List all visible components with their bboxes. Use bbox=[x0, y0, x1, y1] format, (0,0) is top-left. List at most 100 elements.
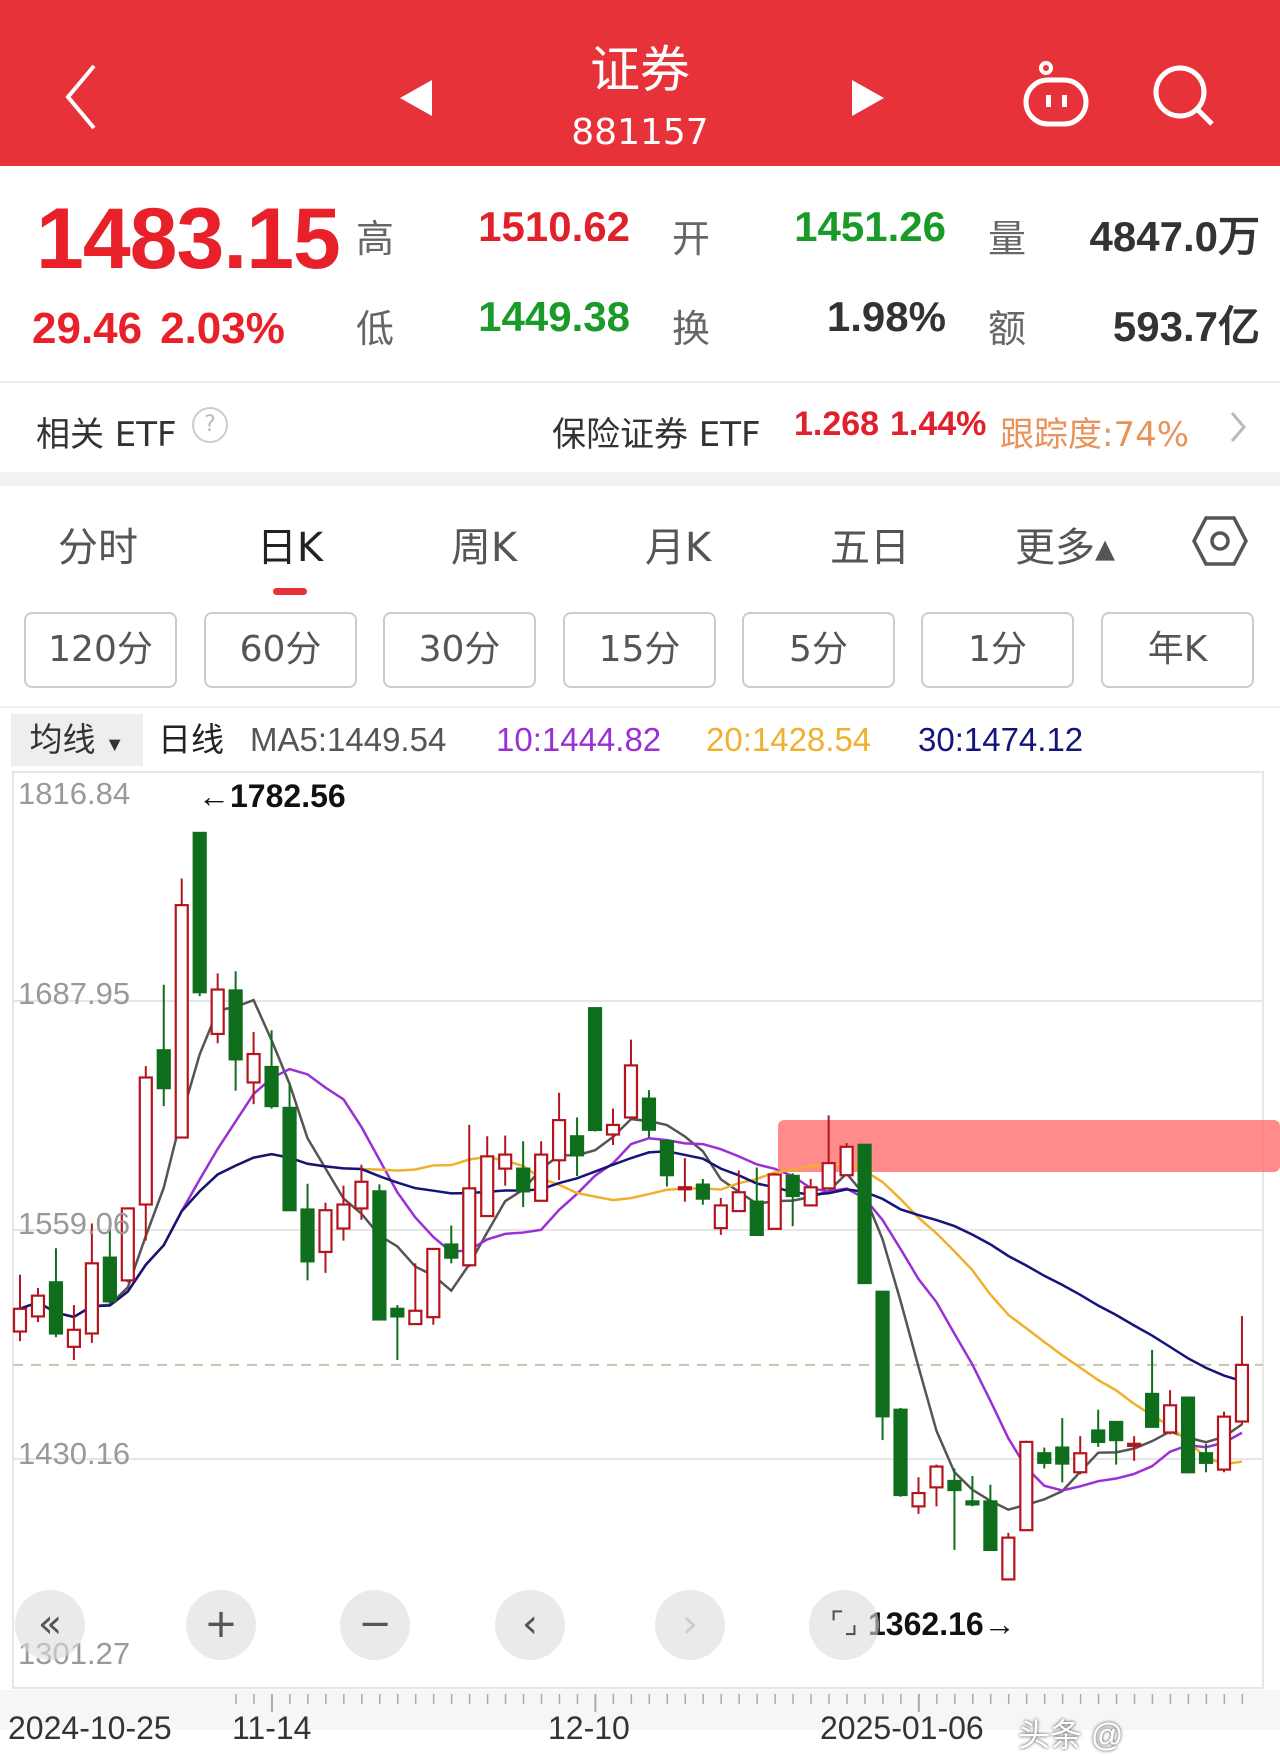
candle-body-up bbox=[821, 1162, 836, 1190]
highlight-band bbox=[778, 1120, 1280, 1172]
candle bbox=[1055, 1418, 1070, 1483]
candle-body-up bbox=[911, 1491, 926, 1508]
candle-body-up bbox=[623, 1064, 639, 1119]
interval-60min[interactable]: 60分 bbox=[204, 612, 357, 688]
period-label: 日线 bbox=[158, 721, 224, 758]
candle bbox=[30, 1288, 46, 1323]
tab-weekly-k[interactable]: 周K bbox=[450, 525, 518, 571]
candle bbox=[300, 1183, 315, 1281]
candle bbox=[623, 1039, 639, 1119]
interval-15min[interactable]: 15分 bbox=[563, 612, 716, 688]
tab-intraday[interactable]: 分时 bbox=[58, 525, 138, 571]
candle-body-down bbox=[659, 1139, 675, 1177]
zoom-in-button[interactable]: + bbox=[186, 1590, 256, 1660]
candle bbox=[228, 971, 243, 1091]
candle-body-up bbox=[803, 1186, 818, 1207]
candle bbox=[1073, 1436, 1088, 1475]
divider bbox=[0, 381, 1280, 383]
related-etf-row[interactable]: 相关 ETF ? 保险证券 ETF 1.268 1.44% 跟踪度:74% bbox=[0, 383, 1280, 471]
candle bbox=[965, 1475, 980, 1507]
interval-5min[interactable]: 5分 bbox=[742, 612, 895, 688]
change-value: 29.46 bbox=[32, 304, 143, 353]
scroll-to-start-button[interactable]: « bbox=[15, 1590, 85, 1660]
interval-120min[interactable]: 120分 bbox=[24, 612, 177, 688]
candle-body-up bbox=[354, 1180, 369, 1210]
ma20-value: 20:1428.54 bbox=[706, 721, 872, 758]
candle bbox=[318, 1202, 333, 1273]
min-price-marker: 1362.16→ bbox=[868, 1606, 1016, 1642]
candle bbox=[911, 1477, 926, 1514]
high-label: 高 bbox=[356, 217, 395, 261]
candle bbox=[462, 1124, 477, 1268]
y-tick-label: 1559.06 bbox=[18, 1206, 131, 1241]
candle bbox=[210, 973, 225, 1044]
candle-body-down bbox=[875, 1290, 890, 1418]
price-change: 29.46 2.03% bbox=[32, 304, 303, 354]
candle-body-down bbox=[156, 1049, 171, 1090]
candle bbox=[174, 878, 189, 1139]
next-triangle-icon[interactable] bbox=[850, 78, 886, 118]
candle-body-up bbox=[839, 1145, 854, 1177]
candle bbox=[785, 1173, 800, 1227]
candle bbox=[444, 1225, 459, 1264]
tab-monthly-k[interactable]: 月K bbox=[644, 525, 712, 571]
zoom-out-button[interactable]: − bbox=[340, 1590, 410, 1660]
scroll-left-button[interactable]: ‹ bbox=[495, 1590, 565, 1660]
robot-icon[interactable] bbox=[1020, 60, 1092, 132]
date-axis-bg bbox=[0, 1690, 1280, 1730]
candle-body-down bbox=[372, 1190, 387, 1321]
candle-body-up bbox=[1073, 1452, 1088, 1474]
max-price-marker: ←1782.56 bbox=[198, 778, 346, 814]
candle bbox=[1198, 1443, 1214, 1473]
candle bbox=[264, 1030, 279, 1109]
back-chevron-icon[interactable] bbox=[62, 62, 102, 132]
tab-daily-k[interactable]: 日K bbox=[256, 525, 324, 571]
stock-code: 881157 bbox=[571, 112, 709, 153]
candle-body-up bbox=[138, 1076, 153, 1206]
candle-body-up bbox=[30, 1294, 46, 1318]
interval-30min[interactable]: 30分 bbox=[383, 612, 536, 688]
candle-body-down bbox=[1091, 1429, 1106, 1443]
candle-body-up bbox=[731, 1191, 746, 1213]
ma-select-dropdown[interactable]: 均线 ▼ bbox=[11, 714, 143, 766]
candle bbox=[659, 1139, 675, 1187]
candle bbox=[246, 1031, 261, 1105]
candle-body-up bbox=[84, 1262, 99, 1335]
watermark: 头条 @ bbox=[1018, 1717, 1124, 1753]
ma10-line bbox=[19, 1067, 1243, 1492]
candle bbox=[1145, 1350, 1160, 1428]
candle bbox=[426, 1247, 441, 1325]
candle bbox=[1162, 1390, 1178, 1435]
scroll-right-button[interactable]: › bbox=[655, 1590, 725, 1660]
candle bbox=[48, 1248, 64, 1338]
etf-name: 保险证券 ETF bbox=[552, 415, 761, 455]
candle-body-down bbox=[444, 1243, 459, 1259]
candle bbox=[102, 1223, 117, 1304]
candle-body-up bbox=[1019, 1440, 1034, 1532]
ma-select-label: 均线 bbox=[29, 721, 96, 758]
candle-body-down bbox=[48, 1281, 64, 1335]
prev-triangle-icon[interactable] bbox=[398, 78, 434, 118]
ma20-line bbox=[19, 1152, 1243, 1466]
candle bbox=[408, 1263, 423, 1326]
search-icon[interactable] bbox=[1150, 62, 1220, 132]
help-icon[interactable]: ? bbox=[192, 407, 228, 443]
interval-yearly-k[interactable]: 年K bbox=[1101, 612, 1254, 688]
tab-five-day[interactable]: 五日 bbox=[830, 525, 910, 571]
tab-more[interactable]: 更多▴ bbox=[1014, 525, 1116, 571]
candle-body-down bbox=[947, 1479, 962, 1492]
candle-body-down bbox=[102, 1256, 117, 1303]
candle bbox=[12, 1274, 28, 1342]
candle bbox=[390, 1305, 405, 1360]
settings-hexagon-icon[interactable] bbox=[1192, 515, 1248, 567]
turnover-label: 换 bbox=[672, 307, 711, 351]
candle-body-up bbox=[1234, 1363, 1250, 1423]
high-value: 1510.62 bbox=[478, 203, 630, 250]
candle bbox=[372, 1184, 387, 1321]
ma5-value: MA5:1449.54 bbox=[250, 721, 447, 758]
fullscreen-button[interactable]: ⌜⌟ bbox=[809, 1590, 879, 1660]
candle bbox=[713, 1197, 728, 1235]
interval-1min[interactable]: 1分 bbox=[921, 612, 1074, 688]
candle-body-up bbox=[336, 1203, 351, 1230]
